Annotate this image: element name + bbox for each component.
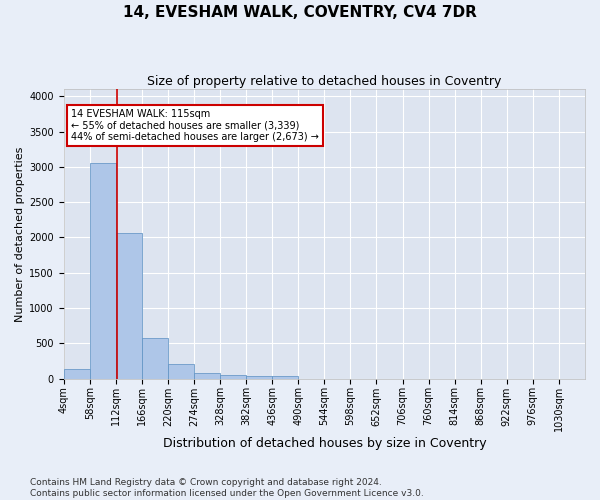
Bar [272,376,298,378]
Bar [246,376,272,378]
Bar [90,162,116,378]
Text: 14, EVESHAM WALK, COVENTRY, CV4 7DR: 14, EVESHAM WALK, COVENTRY, CV4 7DR [123,5,477,20]
Bar [142,338,168,378]
Bar [168,364,194,378]
Bar [220,374,246,378]
Text: 14 EVESHAM WALK: 115sqm
← 55% of detached houses are smaller (3,339)
44% of semi: 14 EVESHAM WALK: 115sqm ← 55% of detache… [71,109,319,142]
Y-axis label: Number of detached properties: Number of detached properties [15,146,25,322]
Bar [116,233,142,378]
Bar [64,368,89,378]
Bar [194,373,220,378]
X-axis label: Distribution of detached houses by size in Coventry: Distribution of detached houses by size … [163,437,486,450]
Text: Contains HM Land Registry data © Crown copyright and database right 2024.
Contai: Contains HM Land Registry data © Crown c… [30,478,424,498]
Title: Size of property relative to detached houses in Coventry: Size of property relative to detached ho… [147,75,502,88]
